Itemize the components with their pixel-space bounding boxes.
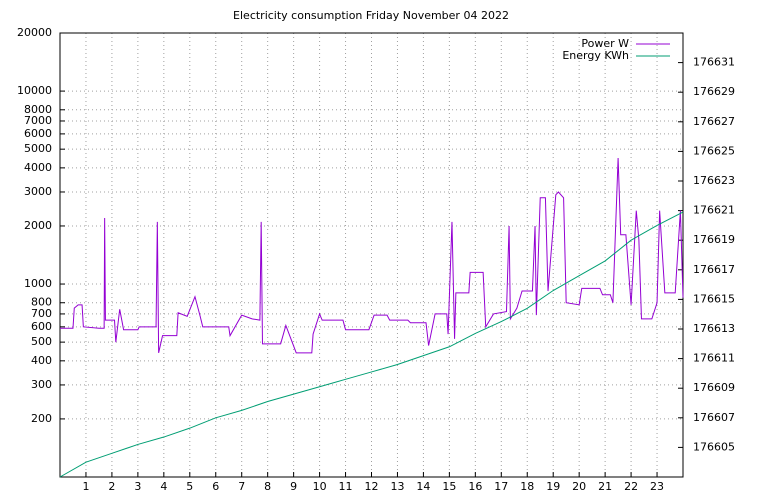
y2-tick-label: 176613 [693, 322, 735, 335]
legend-label: Energy KWh [562, 49, 629, 62]
y-tick-label: 20000 [17, 26, 52, 39]
y2-tick-label: 176627 [693, 115, 735, 128]
x-tick-label: 2 [108, 480, 115, 493]
x-tick-label: 21 [598, 480, 612, 493]
x-tick-label: 10 [313, 480, 327, 493]
x-tick-label: 12 [365, 480, 379, 493]
x-tick-label: 14 [416, 480, 430, 493]
x-tick-label: 20 [572, 480, 586, 493]
y-tick-label: 8000 [24, 103, 52, 116]
x-tick-label: 1 [82, 480, 89, 493]
x-tick-label: 5 [186, 480, 193, 493]
y2-tick-label: 176625 [693, 144, 735, 157]
chart-title: Electricity consumption Friday November … [233, 9, 509, 22]
y2-tick-label: 176609 [693, 381, 735, 394]
x-tick-label: 15 [442, 480, 456, 493]
y2-tick-label: 176615 [693, 292, 735, 305]
y-tick-label: 600 [31, 320, 52, 333]
x-tick-label: 23 [650, 480, 664, 493]
x-tick-label: 22 [624, 480, 638, 493]
y-tick-label: 7000 [24, 114, 52, 127]
y-tick-label: 10000 [17, 84, 52, 97]
series-line [59, 211, 684, 478]
legend-label: Power W [581, 37, 629, 50]
y-tick-label: 4000 [24, 161, 52, 174]
x-tick-label: 16 [468, 480, 482, 493]
x-tick-label: 6 [212, 480, 219, 493]
y-tick-label: 300 [31, 378, 52, 391]
y2-tick-label: 176617 [693, 263, 735, 276]
series-line [60, 157, 684, 354]
x-tick-label: 4 [160, 480, 167, 493]
x-tick-label: 11 [339, 480, 353, 493]
x-tick-label: 19 [546, 480, 560, 493]
y2-tick-label: 176623 [693, 174, 735, 187]
y2-tick-label: 176611 [693, 352, 735, 365]
x-tick-label: 17 [494, 480, 508, 493]
y2-tick-label: 176621 [693, 204, 735, 217]
y-tick-label: 400 [31, 354, 52, 367]
y2-tick-label: 176629 [693, 85, 735, 98]
x-tick-label: 13 [390, 480, 404, 493]
y2-tick-label: 176619 [693, 233, 735, 246]
x-tick-label: 7 [238, 480, 245, 493]
y-tick-label: 500 [31, 335, 52, 348]
y-tick-label: 5000 [24, 142, 52, 155]
y-tick-label: 800 [31, 296, 52, 309]
x-tick-label: 9 [290, 480, 297, 493]
y-tick-label: 1000 [24, 277, 52, 290]
x-tick-label: 18 [520, 480, 534, 493]
plot-frame [59, 32, 684, 478]
y2-tick-label: 176631 [693, 56, 735, 69]
x-tick-label: 3 [134, 480, 141, 493]
y-tick-label: 3000 [24, 185, 52, 198]
y-tick-label: 200 [31, 412, 52, 425]
y-tick-label: 700 [31, 307, 52, 320]
y-tick-label: 2000 [24, 219, 52, 232]
y2-tick-label: 176605 [693, 440, 735, 453]
y2-tick-label: 176607 [693, 411, 735, 424]
x-tick-label: 8 [264, 480, 271, 493]
y-tick-label: 6000 [24, 127, 52, 140]
